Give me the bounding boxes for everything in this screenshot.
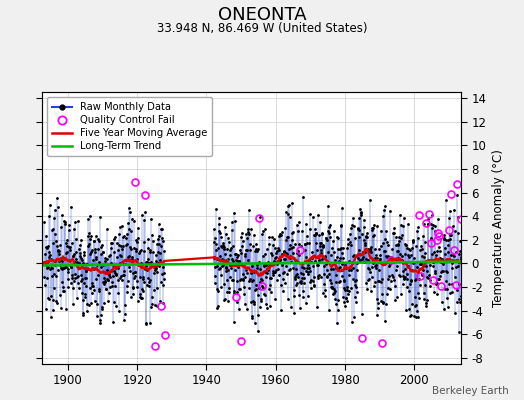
Text: 33.948 N, 86.469 W (United States): 33.948 N, 86.469 W (United States) [157,22,367,35]
Legend: Raw Monthly Data, Quality Control Fail, Five Year Moving Average, Long-Term Tren: Raw Monthly Data, Quality Control Fail, … [47,97,212,156]
Text: ONEONTA: ONEONTA [217,6,307,24]
Text: Berkeley Earth: Berkeley Earth [432,386,508,396]
Y-axis label: Temperature Anomaly (°C): Temperature Anomaly (°C) [492,149,505,307]
